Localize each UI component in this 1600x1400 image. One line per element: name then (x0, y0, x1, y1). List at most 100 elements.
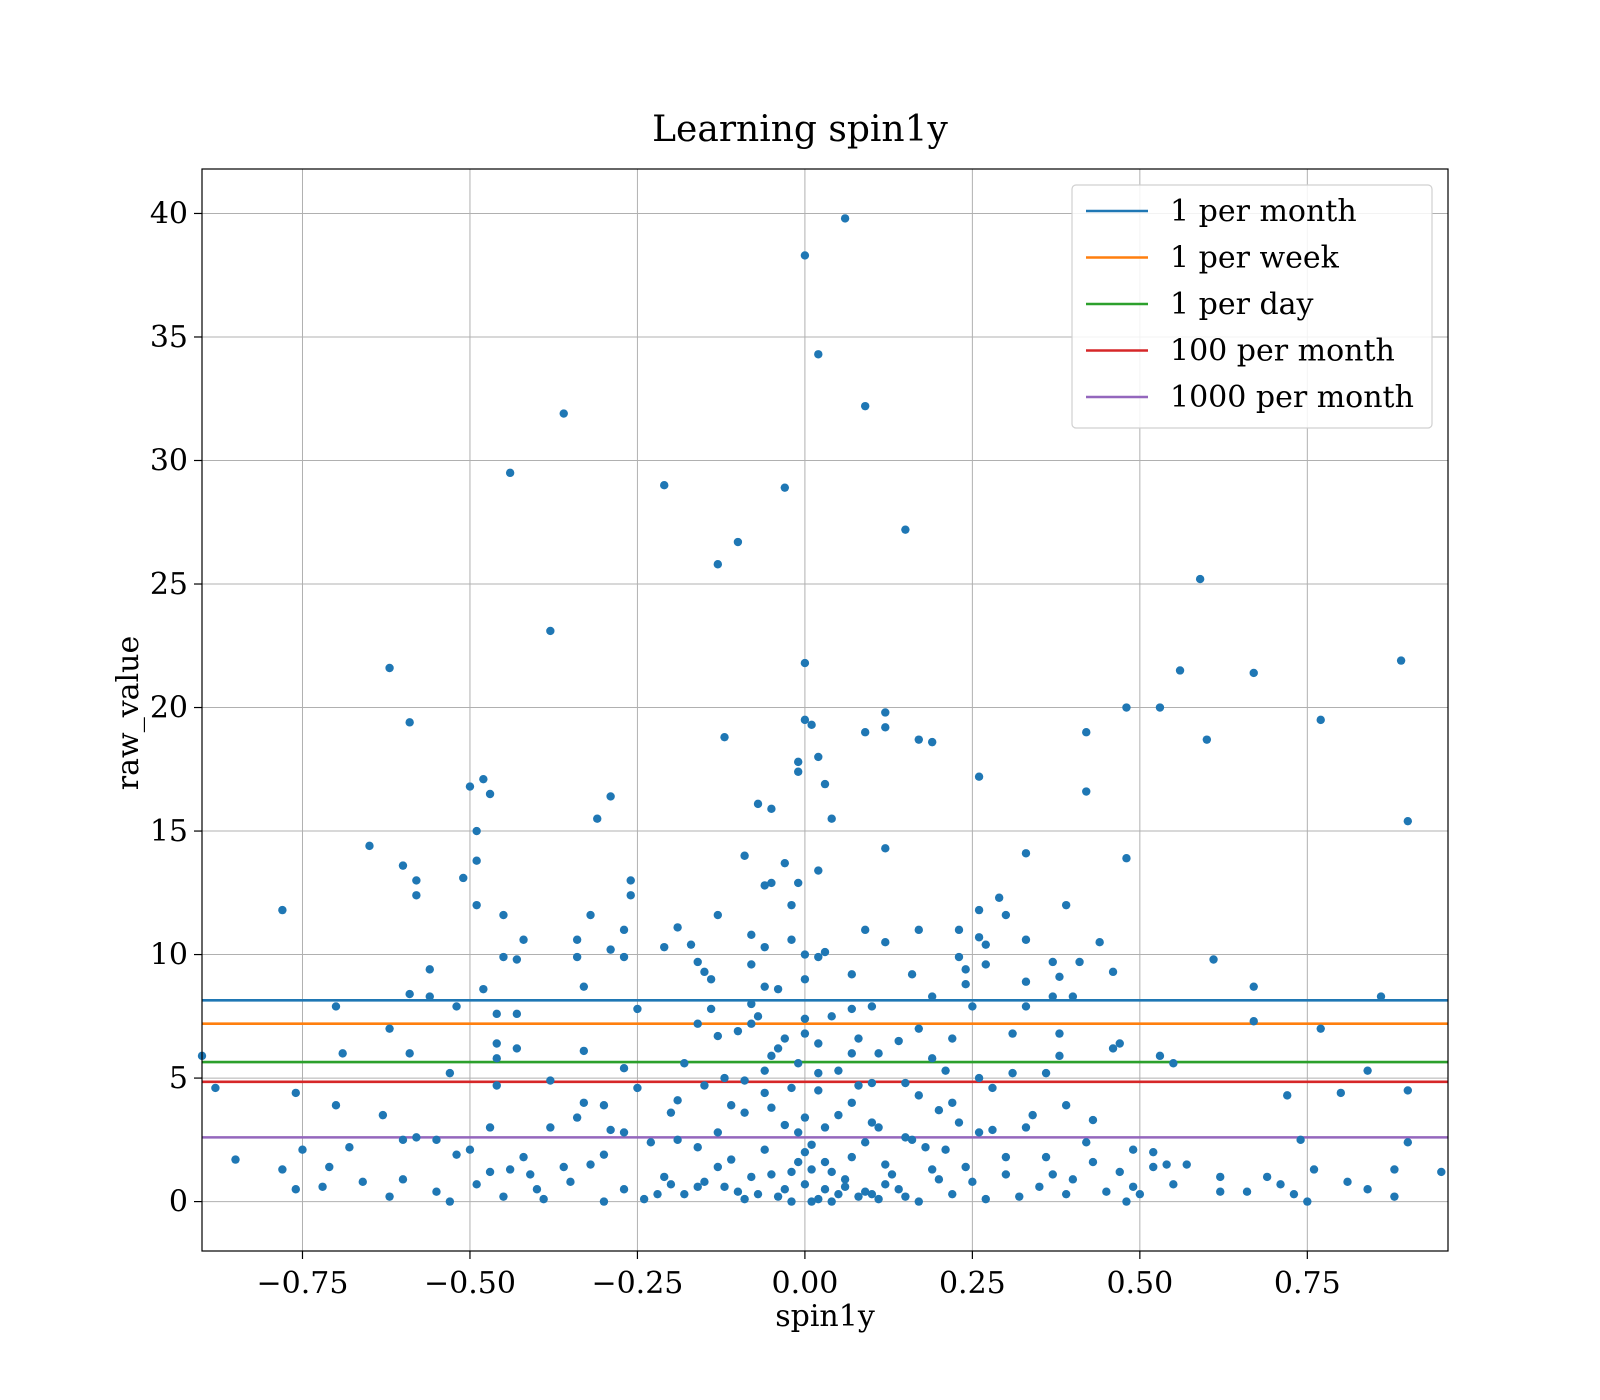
data-point (800, 1113, 810, 1122)
data-point (787, 1083, 796, 1093)
data-point (780, 1185, 790, 1194)
data-point (445, 1068, 455, 1078)
data-point (566, 1177, 575, 1187)
data-point (599, 1101, 609, 1110)
data-point (794, 1059, 803, 1068)
data-point (572, 952, 582, 962)
data-point (720, 732, 729, 742)
data-point (814, 1194, 823, 1204)
data-point (673, 1096, 682, 1105)
data-point (1041, 1068, 1051, 1078)
data-point (619, 1128, 629, 1137)
data-point (1155, 703, 1165, 712)
data-point (331, 1002, 341, 1011)
data-point (452, 1002, 461, 1011)
data-point (787, 935, 796, 944)
data-point (713, 1128, 723, 1137)
data-point (1082, 728, 1091, 737)
y-tick-label: 40 (150, 196, 188, 231)
data-point (660, 1172, 669, 1182)
data-point (512, 955, 522, 964)
data-point (961, 980, 970, 989)
data-point (927, 1054, 937, 1063)
data-point (1343, 1177, 1352, 1187)
data-point (840, 214, 850, 223)
data-point (345, 1143, 354, 1152)
data-point (499, 1192, 508, 1201)
data-point (1403, 1086, 1413, 1095)
legend-label: 100 per month (1170, 334, 1395, 369)
data-point (231, 1155, 240, 1164)
x-axis-label: spin1y (775, 1299, 875, 1334)
data-point (747, 1172, 756, 1182)
data-point (954, 925, 964, 935)
data-point (807, 720, 816, 730)
data-point (412, 876, 421, 885)
legend-label: 1 per month (1170, 194, 1357, 229)
data-point (827, 814, 836, 823)
data-point (412, 891, 421, 900)
data-point (934, 1175, 944, 1184)
data-point (1169, 1180, 1178, 1189)
data-point (1182, 1160, 1191, 1169)
data-point (378, 1110, 388, 1120)
data-point (432, 1187, 441, 1196)
data-point (633, 1083, 642, 1093)
data-point (626, 891, 635, 900)
data-point (1128, 1145, 1138, 1154)
data-point (974, 1073, 984, 1083)
x-axis-ticks: −0.75 −0.50 −0.25 0.00 0.25 0.50 0.75 (257, 1251, 1341, 1301)
data-point (981, 960, 990, 969)
data-point (948, 1189, 957, 1199)
data-point (1001, 1170, 1011, 1179)
data-point (599, 1197, 609, 1206)
data-point (767, 1170, 776, 1179)
data-point (686, 940, 696, 949)
data-point (1055, 1051, 1064, 1061)
data-point (492, 1081, 501, 1090)
data-point (673, 1135, 682, 1145)
data-point (680, 1189, 689, 1199)
data-point (693, 1019, 702, 1028)
x-tick-label: −0.50 (424, 1266, 516, 1301)
data-point (693, 1182, 702, 1191)
data-point (325, 1162, 334, 1172)
data-point (472, 1180, 481, 1189)
data-point (579, 982, 589, 991)
data-point (1303, 1197, 1312, 1206)
data-point (1048, 1170, 1057, 1179)
data-point (713, 910, 723, 920)
data-point (921, 1143, 930, 1152)
data-point (760, 1088, 769, 1098)
data-point (1403, 1138, 1413, 1147)
data-point (974, 1128, 984, 1137)
data-point (968, 1002, 977, 1011)
data-point (579, 1098, 589, 1107)
data-point (700, 1081, 709, 1090)
data-point (827, 1012, 836, 1021)
data-point (874, 1123, 883, 1132)
data-point (740, 851, 749, 860)
data-point (653, 1189, 662, 1199)
data-point (827, 1197, 836, 1206)
data-point (338, 1049, 347, 1058)
data-point (1021, 935, 1031, 944)
data-point (961, 1162, 970, 1172)
data-point (901, 525, 910, 534)
data-point (847, 1004, 856, 1014)
data-point (974, 905, 984, 915)
data-point (767, 804, 776, 814)
data-point (1175, 666, 1185, 675)
data-point (733, 1026, 743, 1036)
y-tick-label: 35 (150, 320, 188, 355)
data-point (988, 1083, 997, 1093)
data-point (954, 1118, 964, 1127)
data-point (820, 779, 830, 789)
data-point (1128, 1182, 1138, 1191)
data-point (539, 1194, 548, 1204)
data-point (572, 935, 582, 944)
data-point (291, 1185, 300, 1194)
data-point (619, 1063, 629, 1073)
data-point (1021, 977, 1031, 986)
data-point (1021, 1002, 1031, 1011)
